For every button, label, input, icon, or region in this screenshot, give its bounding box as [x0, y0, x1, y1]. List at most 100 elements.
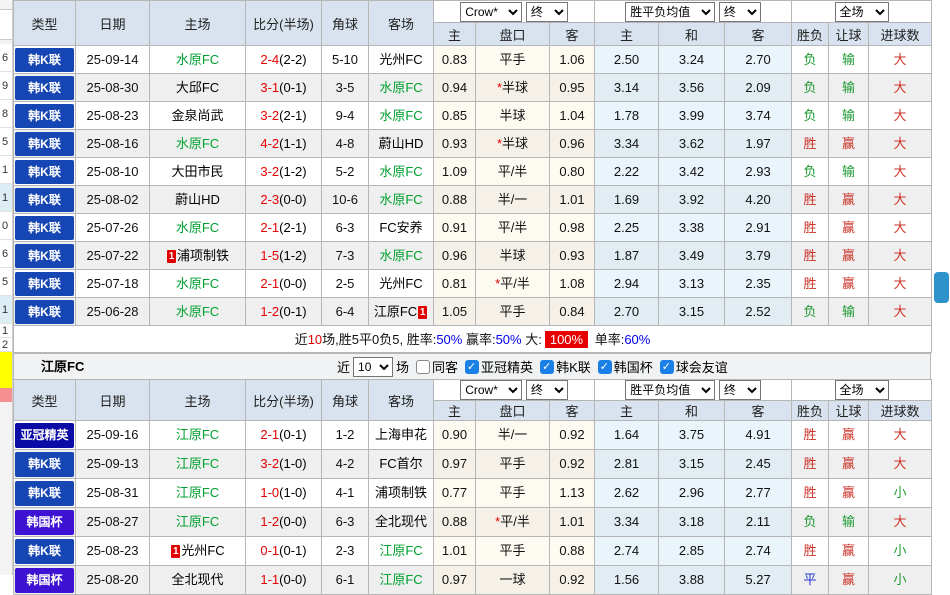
full-time-score: 2-1 — [260, 220, 280, 235]
average-select-group: 胜平负均值 终 — [594, 0, 793, 23]
league-filter[interactable]: 韩国杯 — [597, 357, 653, 376]
clipped-digit-cell: 0 — [0, 212, 12, 240]
away-team-link[interactable]: 江原FC — [379, 543, 423, 558]
odds-stage-select[interactable]: 终 — [525, 1, 568, 22]
away-team-cell: 江原FC — [368, 565, 434, 595]
checkbox-checked-icon[interactable] — [465, 359, 480, 374]
same-away-label: 同客 — [432, 360, 459, 375]
average-odds-select[interactable]: 胜平负均值 — [625, 380, 716, 400]
home-team-link[interactable]: 江原FC — [175, 427, 220, 442]
away-team-cell: 浦项制铁 — [368, 478, 434, 508]
result-wl-cell: 负 — [791, 157, 830, 186]
league-filter[interactable]: 亚冠精英 — [465, 357, 533, 376]
handicap-cell: 平手 — [475, 478, 550, 508]
half-time-score: (1-2) — [279, 248, 307, 263]
league-cell: 韩K联 — [13, 536, 76, 566]
same-away-filter[interactable]: 同客 — [416, 357, 458, 376]
away-team-link[interactable]: 上海申花 — [374, 427, 427, 442]
average-select-group: 胜平负均值 终 — [594, 379, 793, 401]
home-team-link[interactable]: 水原FC — [175, 52, 220, 67]
avg-draw-cell: 3.62 — [658, 129, 726, 158]
away-team-link[interactable]: 水原FC — [379, 164, 423, 179]
result-handicap-cell: 赢 — [828, 185, 870, 214]
handicap-cell: 半球 — [475, 73, 550, 102]
half-time-score: (0-1) — [279, 427, 307, 442]
away-team-link[interactable]: 光州FC — [379, 276, 423, 291]
league-filter[interactable]: 球会友谊 — [659, 357, 728, 376]
home-team-link[interactable]: 江原FC — [175, 514, 220, 529]
average-stage-select[interactable]: 终 — [718, 380, 761, 400]
away-team-link[interactable]: 江原FC — [374, 304, 428, 319]
home-team-cell: 江原FC — [149, 478, 246, 508]
home-team-link[interactable]: 水原FC — [175, 304, 220, 319]
away-team-link[interactable]: 水原FC — [379, 192, 423, 207]
away-team-cell: 江原FC — [368, 536, 434, 566]
corners-cell: 2-3 — [321, 536, 369, 566]
home-team-link[interactable]: 全北现代 — [171, 572, 224, 587]
result-wl-cell: 胜 — [791, 478, 830, 508]
away-team-link[interactable]: 光州FC — [379, 52, 423, 67]
match-row: 韩K联 25-07-22 浦项制铁 1-5(1-2) 7-3 水原FC 0.96… — [13, 241, 933, 270]
checkbox-checked-icon[interactable] — [597, 359, 612, 374]
bookmaker-select[interactable]: Crow* — [460, 1, 523, 22]
scope-select[interactable]: 全场 — [834, 1, 889, 22]
avg-away-cell: 2.52 — [724, 297, 793, 326]
away-team-link[interactable]: 全北现代 — [374, 514, 427, 529]
away-team-link[interactable]: FC首尔 — [379, 456, 423, 471]
half-time-score: (0-0) — [279, 514, 307, 529]
handicap-cell: 平手 — [475, 297, 550, 326]
result-handicap-cell: 赢 — [828, 213, 870, 242]
home-team-cell: 江原FC — [149, 449, 246, 479]
result-goals-cell: 大 — [868, 507, 933, 537]
checkbox-checked-icon[interactable] — [540, 359, 555, 374]
away-odds-cell: 1.08 — [548, 269, 596, 298]
home-team-link[interactable]: 浦项制铁 — [166, 248, 229, 263]
home-team-link[interactable]: 光州FC — [170, 543, 224, 558]
scope-select[interactable]: 全场 — [834, 380, 889, 400]
away-team-link[interactable]: 水原FC — [379, 80, 423, 95]
away-team-link[interactable]: 江原FC — [379, 572, 423, 587]
league-badge: 韩K联 — [15, 187, 74, 212]
col-handicap: 盘口 — [475, 400, 550, 421]
away-team-link[interactable]: 蔚山HD — [378, 136, 424, 151]
score-cell: 1-5(1-2) — [245, 241, 322, 270]
league-filter-label: 韩国杯 — [613, 360, 653, 375]
away-team-link[interactable]: 水原FC — [379, 248, 423, 263]
result-handicap-cell: 赢 — [828, 420, 870, 450]
result-goals-cell: 大 — [868, 73, 933, 102]
home-team-cell: 水原FC — [149, 213, 246, 242]
avg-draw-cell: 3.88 — [658, 565, 726, 595]
home-team-link[interactable]: 水原FC — [175, 276, 220, 291]
odds-stage-select[interactable]: 终 — [525, 380, 568, 400]
half-time-score: (0-0) — [279, 572, 307, 587]
handicap-cell: 半球 — [475, 241, 550, 270]
full-time-score: 3-2 — [260, 456, 280, 471]
checkbox-checked-icon[interactable] — [659, 359, 674, 374]
checkbox-unchecked-icon[interactable] — [416, 359, 431, 374]
home-team-link[interactable]: 江原FC — [175, 456, 220, 471]
side-panel-button[interactable] — [934, 272, 949, 303]
home-team-link[interactable]: 蔚山HD — [175, 192, 220, 207]
home-odds-cell: 0.83 — [433, 45, 476, 74]
match-count-select[interactable]: 10 — [353, 356, 394, 377]
league-filter[interactable]: 韩K联 — [540, 357, 591, 376]
home-team-link[interactable]: 水原FC — [175, 220, 220, 235]
home-team-link[interactable]: 大邱FC — [175, 80, 220, 95]
average-odds-select[interactable]: 胜平负均值 — [625, 1, 716, 22]
handicap-cell: 平/半 — [475, 507, 550, 537]
bookmaker-select[interactable]: Crow* — [460, 380, 523, 400]
home-team-link[interactable]: 大田市民 — [171, 164, 224, 179]
away-team-link[interactable]: FC安养 — [379, 220, 423, 235]
away-team-cell: 江原FC — [368, 297, 434, 326]
away-odds-cell: 0.96 — [548, 129, 596, 158]
home-team-link[interactable]: 江原FC — [175, 485, 220, 500]
home-team-link[interactable]: 金泉尚武 — [171, 108, 224, 123]
average-stage-select[interactable]: 终 — [718, 1, 761, 22]
result-handicap-cell: 赢 — [828, 449, 870, 479]
away-team-link[interactable]: 水原FC — [379, 108, 423, 123]
home-odds-cell: 0.97 — [433, 449, 476, 479]
away-team-link[interactable]: 浦项制铁 — [374, 485, 427, 500]
avg-away-cell: 2.09 — [724, 73, 793, 102]
avg-draw-cell: 3.24 — [658, 45, 726, 74]
home-team-link[interactable]: 水原FC — [175, 136, 220, 151]
